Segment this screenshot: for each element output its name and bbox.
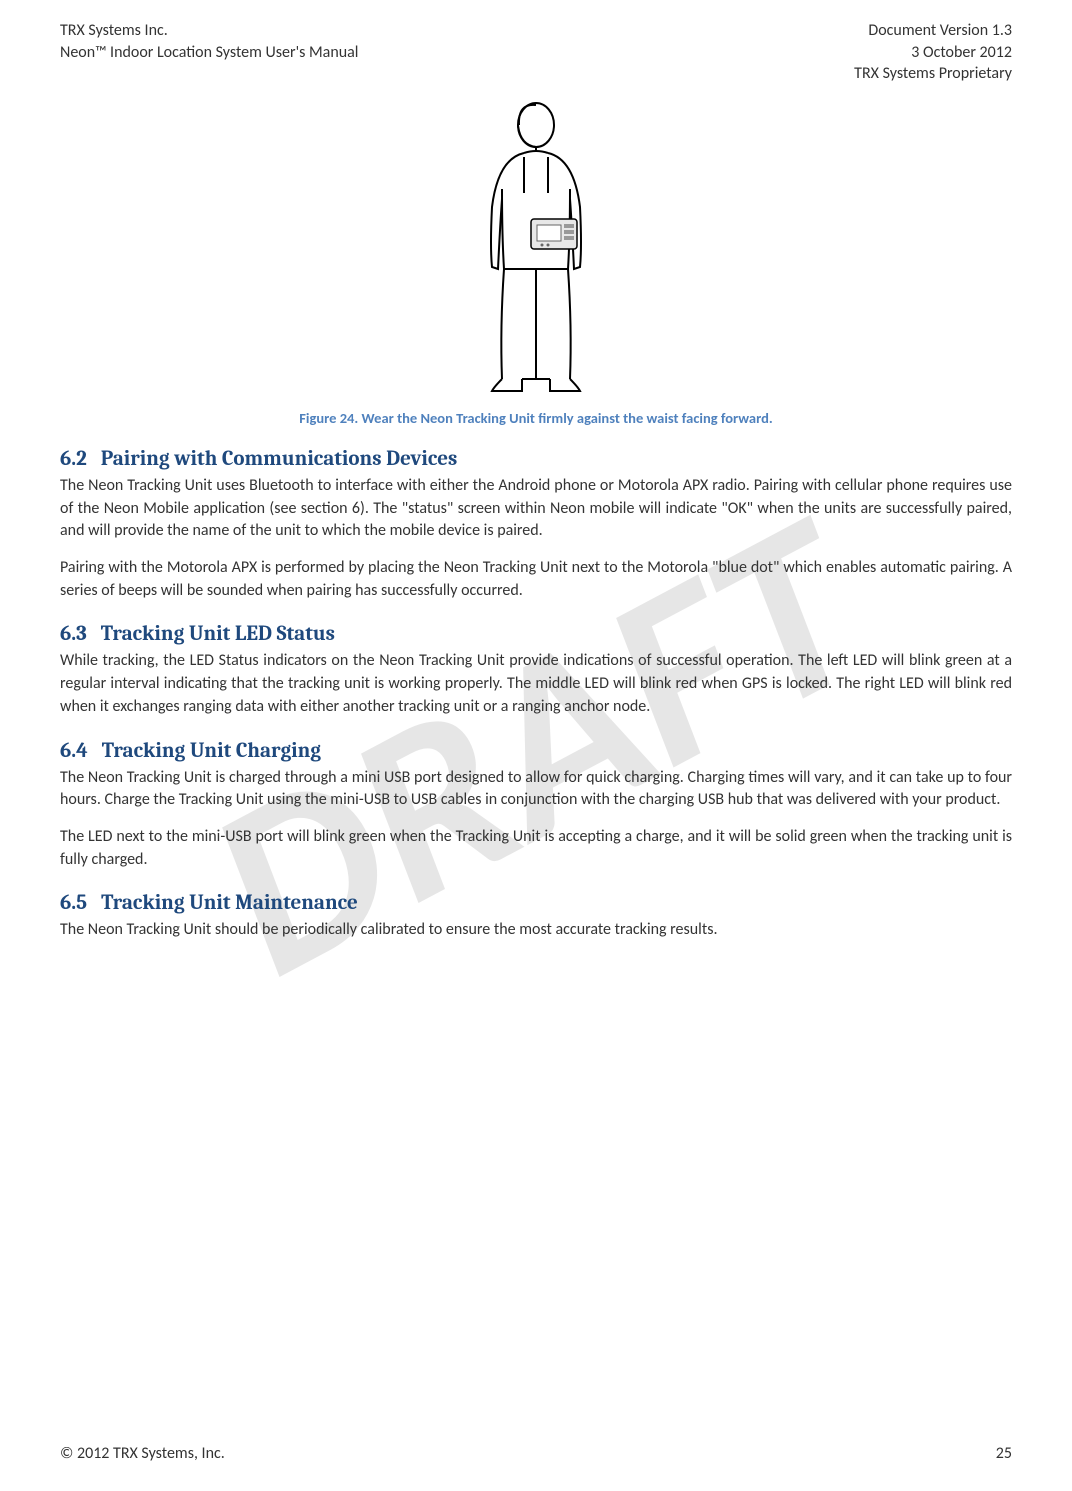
paragraph: The Neon Tracking Unit uses Bluetooth to… [60, 475, 1012, 543]
page-content: TRX Systems Inc. Neon™ Indoor Location S… [60, 20, 1012, 942]
header-doc-title: Neon™ Indoor Location System User's Manu… [60, 42, 358, 64]
section-title: Tracking Unit Maintenance [101, 891, 358, 915]
paragraph: Pairing with the Motorola APX is perform… [60, 557, 1012, 602]
section-number: 6.5 [60, 891, 87, 915]
section-number: 6.4 [60, 739, 88, 763]
paragraph: The LED next to the mini-USB port will b… [60, 826, 1012, 871]
footer-page-number: 25 [996, 1444, 1012, 1463]
header-version: Document Version 1.3 [854, 20, 1012, 42]
section-number: 6.2 [60, 447, 87, 471]
heading-6-2: 6.2 Pairing with Communications Devices [60, 447, 1012, 471]
paragraph: The Neon Tracking Unit is charged throug… [60, 767, 1012, 812]
figure-caption: Figure 24. Wear the Neon Tracking Unit f… [60, 409, 1012, 427]
header-right: Document Version 1.3 3 October 2012 TRX … [854, 20, 1012, 85]
header-date: 3 October 2012 [854, 42, 1012, 64]
paragraph: The Neon Tracking Unit should be periodi… [60, 919, 1012, 942]
section-number: 6.3 [60, 622, 87, 646]
person-illustration-icon [436, 97, 636, 392]
section-title: Pairing with Communications Devices [101, 447, 458, 471]
figure-24: Figure 24. Wear the Neon Tracking Unit f… [60, 97, 1012, 427]
header-company: TRX Systems Inc. [60, 20, 358, 42]
document-footer: © 2012 TRX Systems, Inc. 25 [60, 1444, 1012, 1463]
header-left: TRX Systems Inc. Neon™ Indoor Location S… [60, 20, 358, 85]
heading-6-3: 6.3 Tracking Unit LED Status [60, 622, 1012, 646]
paragraph: While tracking, the LED Status indicator… [60, 650, 1012, 718]
section-title: Tracking Unit LED Status [101, 622, 335, 646]
heading-6-4: 6.4 Tracking Unit Charging [60, 739, 1012, 763]
footer-copyright: © 2012 TRX Systems, Inc. [60, 1444, 225, 1463]
section-title: Tracking Unit Charging [102, 739, 321, 763]
document-header: TRX Systems Inc. Neon™ Indoor Location S… [60, 20, 1012, 85]
heading-6-5: 6.5 Tracking Unit Maintenance [60, 891, 1012, 915]
header-proprietary: TRX Systems Proprietary [854, 63, 1012, 85]
tracking-unit-icon [531, 219, 577, 249]
